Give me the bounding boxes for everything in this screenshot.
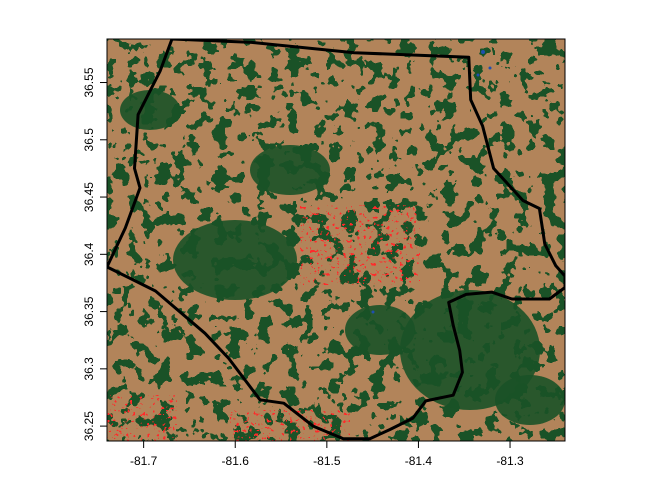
y-tick-label: 36.35 <box>82 296 96 326</box>
water-landcover <box>371 50 492 314</box>
y-tick-label: 36.3 <box>82 357 96 381</box>
x-tick-label: -81.7 <box>130 454 158 468</box>
y-tick-label: 36.45 <box>82 182 96 212</box>
y-axis: 36.25 36.3 36.35 36.4 36.45 36.5 36.55 <box>82 67 107 441</box>
x-tick-label: -81.3 <box>496 454 524 468</box>
x-tick-label: -81.6 <box>222 454 250 468</box>
developed-landcover <box>107 205 420 441</box>
dense-forest-patches <box>120 90 565 425</box>
y-tick-label: 36.5 <box>82 128 96 152</box>
y-tick-label: 36.4 <box>82 242 96 266</box>
x-tick-label: -81.4 <box>405 454 433 468</box>
plot-frame <box>106 38 566 442</box>
county-boundary <box>107 39 565 441</box>
x-axis: -81.7 -81.6 -81.5 -81.4 -81.3 <box>130 441 524 468</box>
y-tick-label: 36.25 <box>82 411 96 441</box>
y-tick-label: 36.55 <box>82 67 96 97</box>
x-tick-label: -81.5 <box>313 454 341 468</box>
